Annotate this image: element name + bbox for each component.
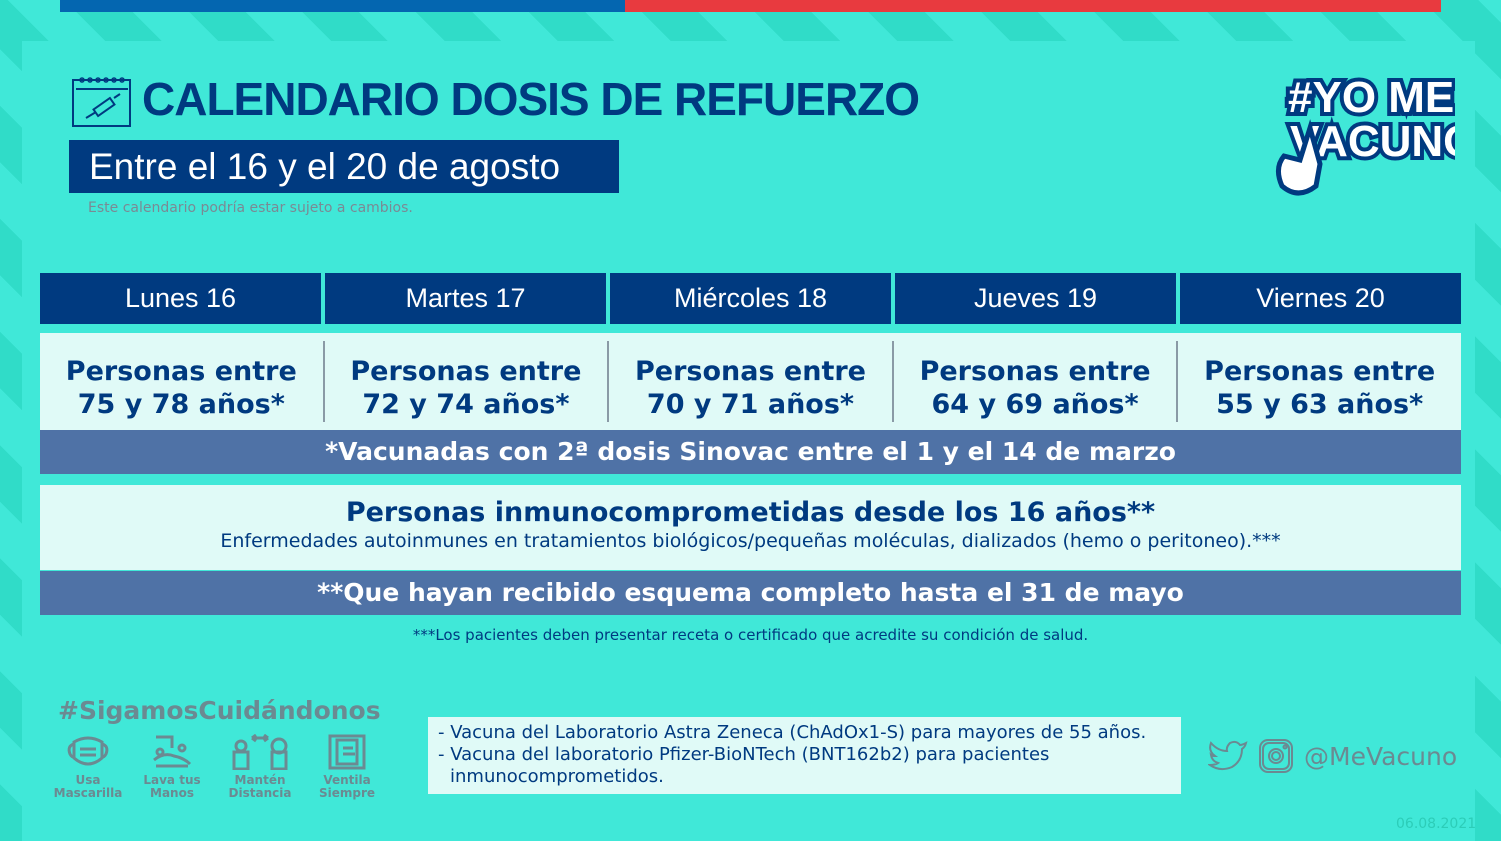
vaccine-info-box: - Vacuna del Laboratorio Astra Zeneca (C… xyxy=(428,717,1181,794)
social-handle: @MeVacuno xyxy=(1304,741,1458,771)
immunocompromised-box: Personas inmunocomprometidas desde los 1… xyxy=(40,485,1461,570)
vaccine-line: - Vacuna del Laboratorio Astra Zeneca (C… xyxy=(438,722,1147,743)
top-bar-red xyxy=(625,0,1441,12)
care-label: Mascarilla xyxy=(53,786,123,800)
age-group-line2: 64 y 69 años* xyxy=(931,389,1139,420)
care-label: Manos xyxy=(150,786,194,800)
day-header-martes: Martes 17 xyxy=(325,273,606,324)
svg-text:#YO ME: #YO ME xyxy=(1288,73,1454,122)
day-header-miercoles: Miércoles 18 xyxy=(610,273,891,324)
age-group-cell: Personas entre 55 y 63 años* xyxy=(1178,341,1461,422)
immunocompromised-title: Personas inmunocomprometidas desde los 1… xyxy=(345,497,1156,528)
date-range-subtitle: Entre el 16 y el 20 de agosto xyxy=(69,140,619,193)
care-item-distance: Mantén Distancia xyxy=(215,734,305,800)
age-group-cell: Personas entre 70 y 71 años* xyxy=(609,341,894,422)
yo-me-vacuno-logo: #YO MEVACUNO xyxy=(1276,69,1455,196)
care-label: Siempre xyxy=(318,786,376,800)
age-group-line1: Personas entre xyxy=(350,356,582,387)
instagram-icon[interactable] xyxy=(1258,738,1294,774)
twitter-icon[interactable] xyxy=(1208,739,1248,773)
sinovac-condition-band: *Vacunadas con 2ª dosis Sinovac entre el… xyxy=(40,430,1461,474)
distance-icon xyxy=(232,734,288,770)
schedule-condition-band: **Que hayan recibido esquema completo ha… xyxy=(40,571,1461,615)
social-handles: @MeVacuno xyxy=(1208,738,1457,774)
immunocompromised-detail: Enfermedades autoinmunes en tratamientos… xyxy=(220,530,1281,552)
disclaimer: Este calendario podría estar sujeto a ca… xyxy=(88,200,413,216)
age-group-cell: Personas entre 75 y 78 años* xyxy=(40,341,325,422)
calendar-syringe-icon xyxy=(72,77,131,127)
age-group-line2: 72 y 74 años* xyxy=(362,389,570,420)
age-group-cell: Personas entre 64 y 69 años* xyxy=(894,341,1179,422)
care-label: Distancia xyxy=(228,786,292,800)
care-label: Usa xyxy=(75,773,101,787)
mask-icon xyxy=(67,736,109,766)
age-group-line1: Personas entre xyxy=(1204,356,1436,387)
day-header-jueves: Jueves 19 xyxy=(895,273,1176,324)
footnote: ***Los pacientes deben presentar receta … xyxy=(412,626,1089,644)
age-group-line1: Personas entre xyxy=(634,356,866,387)
age-group-line1: Personas entre xyxy=(65,356,297,387)
care-hashtag: #SigamosCuidándonos xyxy=(58,696,381,725)
window-icon xyxy=(328,734,366,770)
care-label: Ventila xyxy=(323,773,371,787)
top-bar-blue xyxy=(60,0,625,12)
vaccine-line: inmunocomprometidos. xyxy=(450,766,664,787)
publication-date: 06.08.2021 xyxy=(1396,816,1477,832)
handwash-icon xyxy=(153,735,192,768)
age-groups-row: Personas entre 75 y 78 años* Personas ent… xyxy=(40,333,1461,430)
age-group-cell: Personas entre 72 y 74 años* xyxy=(325,341,610,422)
age-group-line1: Personas entre xyxy=(919,356,1151,387)
vaccine-line: - Vacuna del laboratorio Pfizer-BioNTech… xyxy=(438,744,1050,765)
age-group-line2: 55 y 63 años* xyxy=(1216,389,1424,420)
care-item-handwash: Lava tus Manos xyxy=(127,734,217,800)
care-item-ventilate: Ventila Siempre xyxy=(302,734,392,800)
age-group-line2: 70 y 71 años* xyxy=(646,389,855,420)
care-item-mask: Usa Mascarilla xyxy=(43,734,133,800)
day-header-viernes: Viernes 20 xyxy=(1180,273,1461,324)
care-label: Lava tus xyxy=(143,773,201,787)
age-group-line2: 75 y 78 años* xyxy=(77,389,285,420)
page-title: CALENDARIO DOSIS DE REFUERZO xyxy=(142,73,920,125)
care-label: Mantén xyxy=(234,773,286,787)
day-header-lunes: Lunes 16 xyxy=(40,273,321,324)
